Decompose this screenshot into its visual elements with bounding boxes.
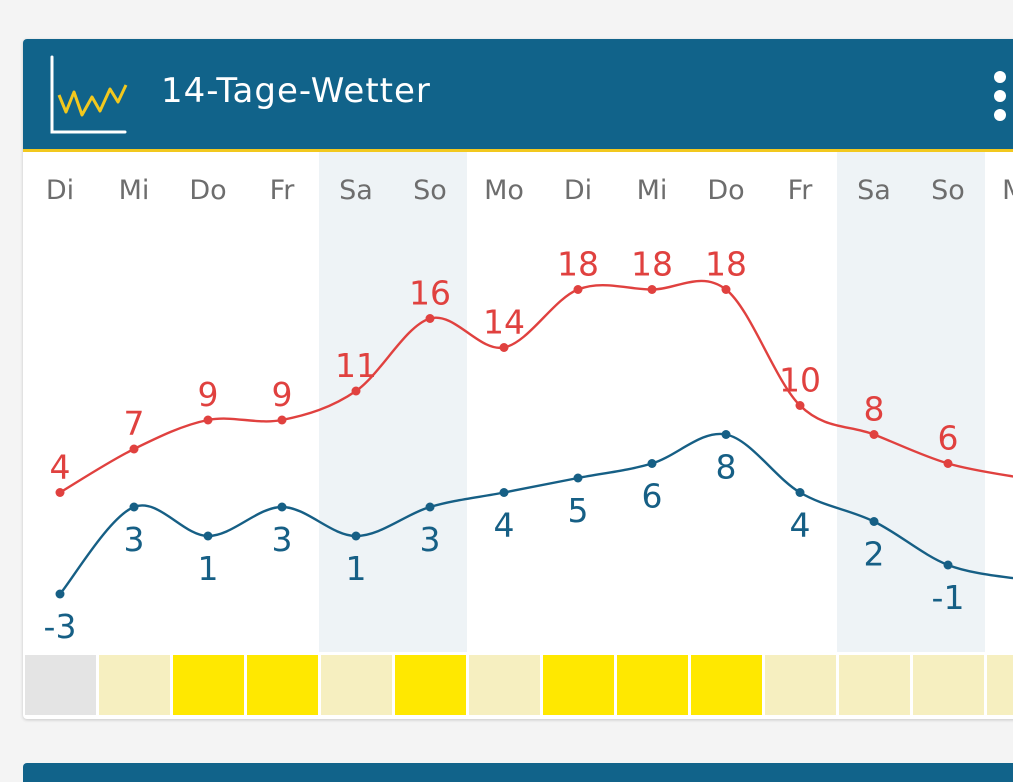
max-temp-label: 4 [50,448,71,487]
max-temp-point [129,444,139,454]
min-temp-point [795,488,805,497]
day-label: Di [564,175,592,206]
sunshine-cell [839,655,910,715]
max-temp-label: 7 [124,404,145,443]
max-temp-label: 14 [483,303,525,342]
min-temp-label: 1 [198,549,219,588]
min-temp-point [721,430,731,439]
min-temp-label: 3 [272,520,293,559]
max-temp-point [943,459,953,468]
max-temp-label: 8 [864,390,885,429]
max-temp-label: 10 [779,361,821,400]
day-label: Mo [484,175,524,206]
max-temp-point [869,430,879,439]
max-temp-label: 9 [198,375,219,414]
sunshine-cell [25,655,96,715]
weekend-band [911,152,985,652]
max-temp-label: 18 [631,245,673,284]
sunshine-cell [987,655,1013,715]
max-temp-point [277,415,287,425]
sunshine-cell [765,655,836,715]
weekend-band [837,152,911,652]
temperature-chart: DiMiDoFrSaSoMoDiMiDoFrSaSoMo479911161418… [44,152,1013,652]
sunshine-cell [913,655,984,715]
max-temp-point [203,415,213,425]
min-temp-point [647,459,657,468]
sunshine-strip [23,655,1013,715]
max-temp-point [721,285,731,294]
min-temp-point [277,502,287,512]
min-temp-point [425,502,435,512]
max-temp-label: 18 [557,245,599,284]
min-temp-point [129,502,139,512]
sunshine-cell [173,655,244,715]
max-temp-point [499,343,509,352]
sunshine-cell [691,655,762,715]
min-temp-label: 4 [494,506,515,545]
sunshine-cell [321,655,392,715]
max-temp-point [351,386,361,396]
max-temp-label: 9 [272,375,293,414]
min-temp-label: 8 [716,448,737,487]
sunshine-cell [469,655,540,715]
min-temp-label: -3 [44,607,77,646]
min-temp-label: 3 [420,520,441,559]
min-temp-point [203,531,213,541]
max-temp-line [59,279,1013,494]
weekend-band [319,152,393,652]
min-temp-label: 3 [124,520,145,559]
min-temp-label: 1 [346,549,367,588]
day-label: Mi [637,175,668,206]
sunshine-cell [543,655,614,715]
day-label: So [413,175,447,206]
day-label: Mi [119,175,150,206]
day-label: So [931,175,965,206]
sunshine-cell [395,655,466,715]
max-temp-label: 18 [705,245,747,284]
weekend-band [393,152,467,652]
more-vert-icon[interactable] [989,71,1011,121]
day-label: Sa [857,175,891,206]
line-chart-icon [50,55,128,134]
day-label: Do [189,175,226,206]
max-temp-label: 6 [938,419,959,458]
min-temp-label: 5 [568,491,589,530]
next-card-header [23,763,1013,782]
day-label: Sa [339,175,373,206]
day-label: Mo [1002,175,1013,206]
day-label: Fr [788,175,814,206]
sunshine-cell [99,655,170,715]
min-temp-point [55,589,65,599]
sunshine-cell [247,655,318,715]
day-label: Di [46,175,74,206]
min-temp-label: 4 [790,506,811,545]
max-temp-point [55,488,65,497]
min-temp-point [573,473,583,483]
max-temp-label: 16 [409,274,451,313]
min-temp-label: 6 [642,477,663,516]
day-label: Fr [270,175,296,206]
card-title: 14-Tage-Wetter [161,71,431,111]
card-header: 14-Tage-Wetter [23,39,1013,149]
forecast-card: 14-Tage-Wetter Di Mi Do Fr Sa So Mo Di Mi Do Fr Sa S… [23,39,1013,719]
max-temp-point [795,401,805,410]
min-temp-label: 2 [864,535,885,574]
min-temp-point [869,517,879,526]
min-temp-label: -1 [932,578,965,617]
min-temp-point [499,488,509,497]
max-temp-point [425,314,435,323]
header-accent-line [23,149,1013,152]
min-temp-point [943,560,953,570]
day-label: Do [707,175,744,206]
max-temp-label: 11 [335,346,377,385]
sunshine-cell [617,655,688,715]
max-temp-point [647,285,657,294]
max-temp-point [573,285,583,294]
min-temp-point [351,531,361,541]
